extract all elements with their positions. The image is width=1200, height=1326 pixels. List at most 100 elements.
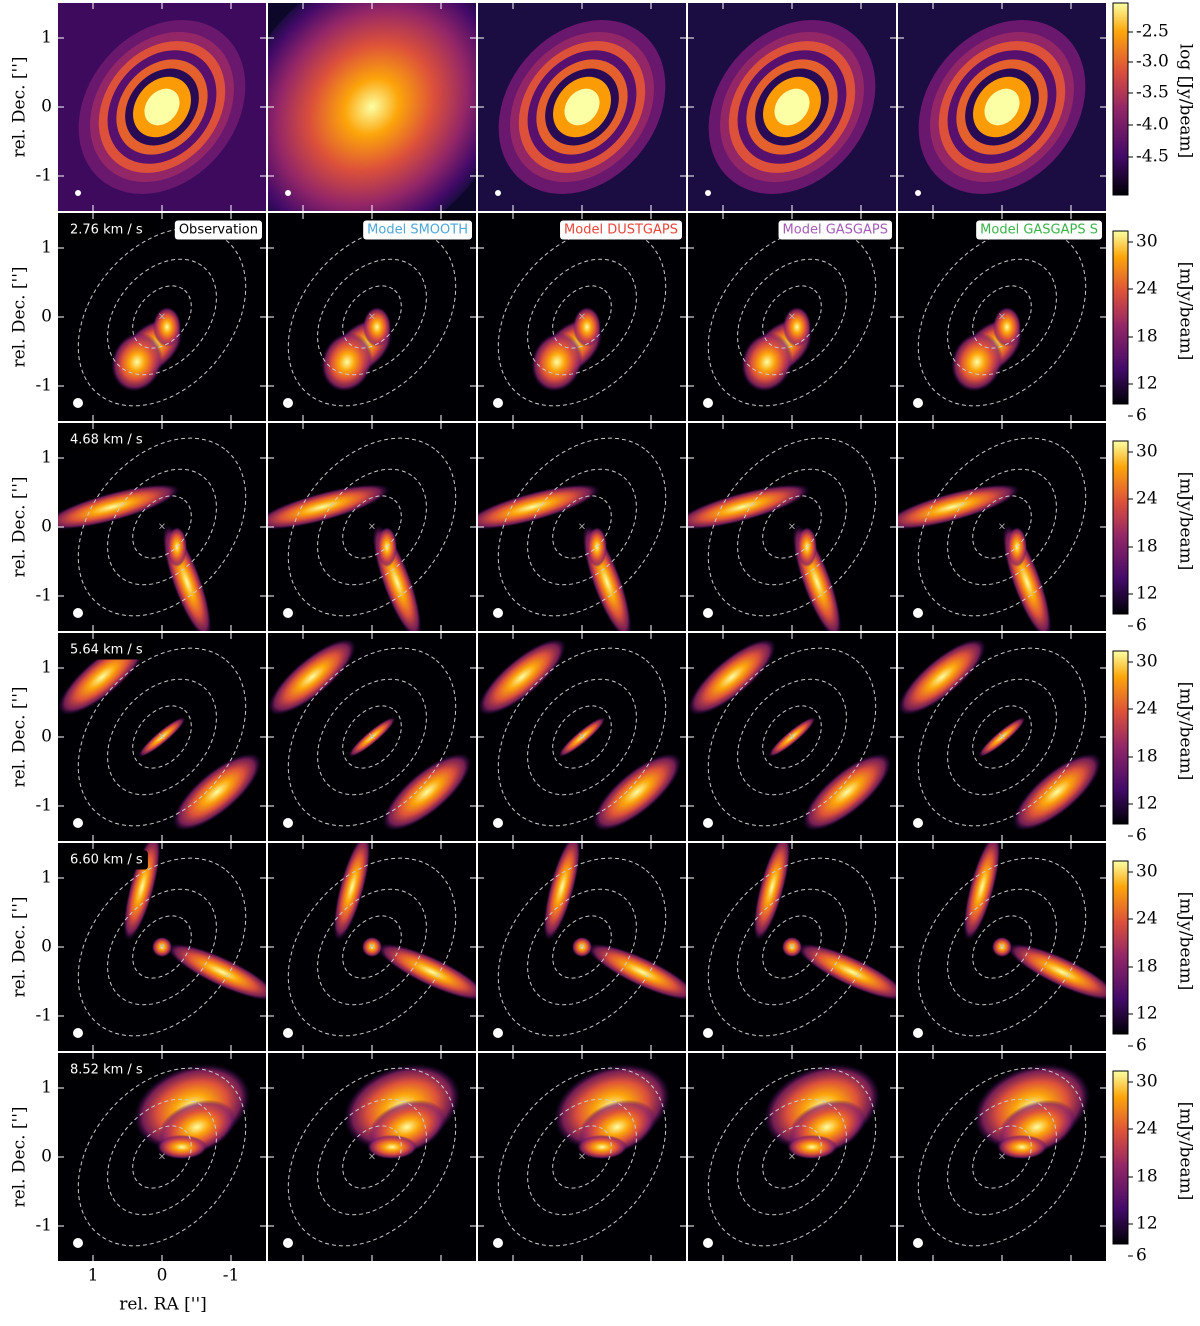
colorbar-label: [mJy/beam]: [1176, 1102, 1196, 1201]
center-mark: ×: [368, 1152, 376, 1163]
colorbar-tick-label: 30: [1136, 862, 1158, 882]
y-tick-label: 0: [41, 1147, 52, 1167]
image: ×: [898, 1053, 1106, 1261]
image-bg: [478, 423, 686, 631]
colorbar-tick-label: 18: [1136, 957, 1158, 977]
dashed-ellipse: [107, 468, 217, 586]
colorbar: [1112, 860, 1129, 1035]
y-tick-label: 1: [41, 448, 52, 468]
dashed-ellipse: [972, 915, 1032, 979]
image: ×: [58, 843, 266, 1051]
beam: [913, 1028, 923, 1038]
emission: [1007, 943, 1106, 1001]
image: [478, 3, 686, 211]
beam: [73, 1028, 83, 1038]
dashed-ellipse: [77, 857, 247, 1037]
image: ×: [478, 1053, 686, 1261]
center-mark: ×: [788, 1152, 796, 1163]
ring: [774, 88, 810, 126]
beam: [703, 608, 713, 618]
emission: [577, 1135, 627, 1159]
dashed-ellipse: [287, 857, 457, 1037]
label-box: [65, 640, 148, 660]
channel-label: 4.68 km / s: [70, 433, 143, 448]
dashed-ellipse: [707, 1067, 877, 1247]
dashed-ellipse: [317, 258, 427, 376]
dashed-ellipse: [762, 915, 822, 979]
center-mark: ×: [998, 1152, 1006, 1163]
emission: [363, 307, 391, 347]
dashed-ellipse: [947, 1098, 1057, 1216]
emission: [382, 753, 472, 831]
emission: [152, 937, 172, 957]
emission: [592, 753, 682, 831]
x-tick-label: -1: [223, 1266, 240, 1286]
emission: [362, 937, 382, 957]
colorbar-tick-label: 12: [1136, 1214, 1158, 1234]
image: ×: [688, 633, 896, 841]
image: ×: [58, 633, 266, 841]
dashed-ellipse: [342, 915, 402, 979]
dashed-ellipse: [707, 647, 877, 827]
y-axis-label: rel. Dec. ['']: [10, 476, 30, 577]
dashed-ellipse: [317, 1098, 427, 1216]
center-mark: ×: [788, 732, 796, 743]
colorbar-tick-label: 24: [1136, 699, 1158, 719]
colorbar-tick-label: 24: [1136, 1119, 1158, 1139]
colorbar-tick-label: 12: [1136, 584, 1158, 604]
image: ×: [688, 423, 896, 631]
dashed-ellipse: [497, 1067, 667, 1247]
y-axis-label: rel. Dec. ['']: [10, 686, 30, 787]
emission: [741, 332, 793, 392]
y-tick-label: -1: [35, 1006, 52, 1026]
dashed-ellipse: [342, 285, 402, 349]
colorbar-tick-label: -4.5: [1136, 147, 1169, 167]
x-tick-label: 0: [157, 1266, 168, 1286]
image: ×: [898, 843, 1106, 1051]
colorbar-tick-label: 30: [1136, 1072, 1158, 1092]
emission: [531, 332, 583, 392]
center-mark: ×: [158, 732, 166, 743]
colorbar-tick-label: 18: [1136, 537, 1158, 557]
beam: [495, 190, 501, 196]
beam: [73, 608, 83, 618]
image: ×: [268, 1053, 476, 1261]
emission: [688, 639, 776, 715]
panel: × Model GASGAPS S: [898, 213, 1106, 421]
colorbar-label: [mJy/beam]: [1176, 892, 1196, 991]
dashed-ellipse: [552, 705, 612, 769]
colorbar-tick-label: -3.5: [1136, 83, 1169, 103]
dashed-ellipse: [917, 1067, 1087, 1247]
panel: ×: [688, 843, 896, 1051]
beam: [705, 190, 711, 196]
label-box: [778, 220, 892, 240]
emission: [172, 753, 262, 831]
emission: [58, 484, 180, 530]
panel: × Model DUSTGAPS: [478, 213, 686, 421]
dashed-ellipse: [132, 495, 192, 559]
dashed-ellipse: [737, 888, 847, 1006]
colorbar-tick-label: -2.5: [1136, 22, 1169, 42]
label-box: [363, 220, 472, 240]
colorbar-label: [mJy/beam]: [1176, 472, 1196, 571]
dashed-ellipse: [107, 678, 217, 796]
emission: [587, 943, 686, 1001]
beam: [913, 1238, 923, 1248]
colorbar-label: [mJy/beam]: [1176, 682, 1196, 781]
center-mark: ×: [788, 522, 796, 533]
center-mark: ×: [578, 732, 586, 743]
dashed-ellipse: [317, 468, 427, 586]
image-bg: [268, 423, 476, 631]
emission: [167, 943, 266, 1001]
dashed-ellipse: [552, 495, 612, 559]
colorbar-tick-label: 18: [1136, 747, 1158, 767]
emission: [153, 307, 181, 347]
image: ×: [688, 1053, 896, 1261]
emission: [572, 937, 592, 957]
image: [58, 3, 266, 211]
panel: × 4.68 km / s: [58, 423, 266, 631]
dashed-ellipse: [287, 647, 457, 827]
dashed-ellipse: [132, 705, 192, 769]
beam: [73, 818, 83, 828]
emission: [783, 307, 811, 347]
